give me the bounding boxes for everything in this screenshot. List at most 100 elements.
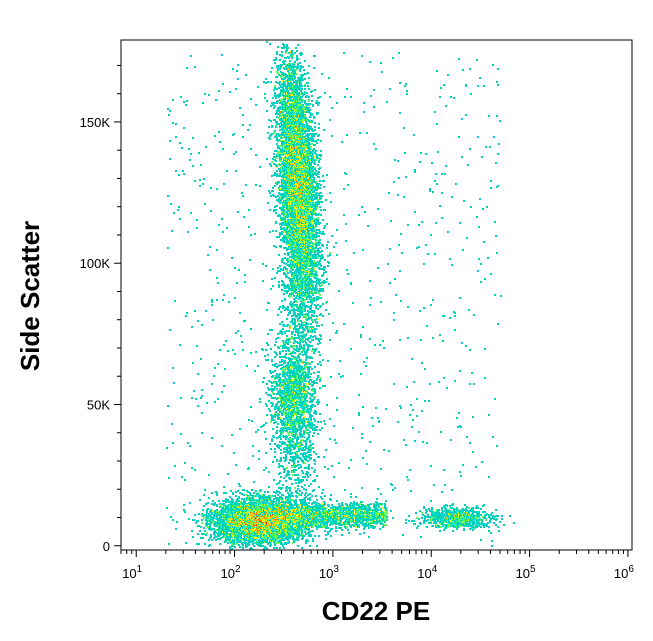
event-dot bbox=[276, 377, 278, 379]
event-dot bbox=[215, 539, 217, 541]
event-dot bbox=[283, 262, 285, 264]
event-dot bbox=[279, 441, 281, 443]
event-dot bbox=[229, 496, 231, 498]
event-dot bbox=[270, 421, 272, 423]
event-dot bbox=[282, 393, 284, 395]
event-dot bbox=[194, 514, 196, 516]
event-dot bbox=[267, 81, 269, 83]
event-dot bbox=[290, 271, 292, 273]
event-dot bbox=[287, 307, 289, 309]
event-dot bbox=[258, 450, 260, 452]
event-dot bbox=[226, 227, 228, 229]
event-dot bbox=[281, 213, 283, 215]
event-dot bbox=[179, 218, 181, 220]
event-dot bbox=[243, 216, 245, 218]
event-dot bbox=[287, 261, 289, 263]
event-dot bbox=[168, 477, 170, 479]
event-dot bbox=[190, 212, 192, 214]
event-dot bbox=[279, 332, 281, 334]
event-dot bbox=[275, 196, 277, 198]
event-dot bbox=[273, 419, 275, 421]
event-dot bbox=[189, 445, 191, 447]
event-dot bbox=[283, 220, 285, 222]
event-dot bbox=[242, 502, 244, 504]
event-dot bbox=[205, 310, 207, 312]
event-dot bbox=[280, 460, 282, 462]
event-dot bbox=[242, 542, 244, 544]
event-dot bbox=[204, 530, 206, 532]
event-dot bbox=[196, 227, 198, 229]
event-dot bbox=[271, 278, 273, 280]
event-dot bbox=[271, 388, 273, 390]
event-dot bbox=[221, 445, 223, 447]
event-dot bbox=[276, 460, 278, 462]
event-dot bbox=[276, 51, 278, 53]
event-dot bbox=[288, 494, 290, 496]
event-dot bbox=[277, 100, 279, 102]
event-dot bbox=[267, 354, 269, 356]
event-dot bbox=[271, 175, 273, 177]
event-dot bbox=[173, 382, 175, 384]
event-dot bbox=[282, 494, 284, 496]
event-dot bbox=[281, 233, 283, 235]
event-dot bbox=[236, 70, 238, 72]
event-dot bbox=[229, 91, 231, 93]
event-dot bbox=[291, 232, 293, 234]
event-dot bbox=[235, 464, 237, 466]
event-dot bbox=[290, 69, 292, 71]
event-dot bbox=[278, 487, 280, 489]
event-dot bbox=[172, 519, 174, 521]
event-dot bbox=[279, 175, 281, 177]
event-dot bbox=[277, 423, 279, 425]
event-dot bbox=[215, 536, 217, 538]
event-dot bbox=[288, 330, 290, 332]
event-dot bbox=[282, 397, 284, 399]
event-dot bbox=[288, 57, 290, 59]
event-dot bbox=[286, 270, 288, 272]
event-dot bbox=[277, 69, 279, 71]
event-dot bbox=[187, 231, 189, 233]
event-dot bbox=[238, 269, 240, 271]
event-dot bbox=[292, 84, 294, 86]
event-dot bbox=[245, 184, 247, 186]
event-dot bbox=[255, 431, 257, 433]
event-dot bbox=[287, 452, 289, 454]
event-dot bbox=[278, 414, 280, 416]
event-dot bbox=[273, 156, 275, 158]
event-dot bbox=[283, 306, 285, 308]
event-dot bbox=[281, 51, 283, 53]
event-dot bbox=[287, 364, 289, 366]
event-dot bbox=[277, 46, 279, 48]
event-dot bbox=[231, 543, 233, 545]
event-dot bbox=[273, 89, 275, 91]
event-dot bbox=[271, 329, 273, 331]
event-dot bbox=[269, 542, 271, 544]
event-dot bbox=[284, 253, 286, 255]
event-dot bbox=[253, 492, 255, 494]
event-dot bbox=[276, 205, 278, 207]
event-dot bbox=[259, 398, 261, 400]
event-dot bbox=[185, 315, 187, 317]
event-dot bbox=[194, 66, 196, 68]
event-dot bbox=[276, 123, 278, 125]
event-dot bbox=[284, 362, 286, 364]
event-dot bbox=[180, 397, 182, 399]
event-dot bbox=[229, 509, 231, 511]
event-dot bbox=[270, 71, 272, 73]
event-dot bbox=[277, 267, 279, 269]
event-dot bbox=[193, 519, 195, 521]
event-dot bbox=[250, 352, 252, 354]
event-dot bbox=[227, 539, 229, 541]
event-dot bbox=[213, 517, 215, 519]
event-dot bbox=[286, 68, 288, 70]
event-dot bbox=[210, 534, 212, 536]
event-dot bbox=[214, 510, 216, 512]
event-dot bbox=[171, 423, 173, 425]
event-dot bbox=[277, 393, 279, 395]
event-dot bbox=[188, 518, 190, 520]
event-dot bbox=[284, 46, 286, 48]
event-dot bbox=[264, 355, 266, 357]
event-dot bbox=[266, 158, 268, 160]
event-dot bbox=[278, 482, 280, 484]
event-dot bbox=[191, 326, 193, 328]
